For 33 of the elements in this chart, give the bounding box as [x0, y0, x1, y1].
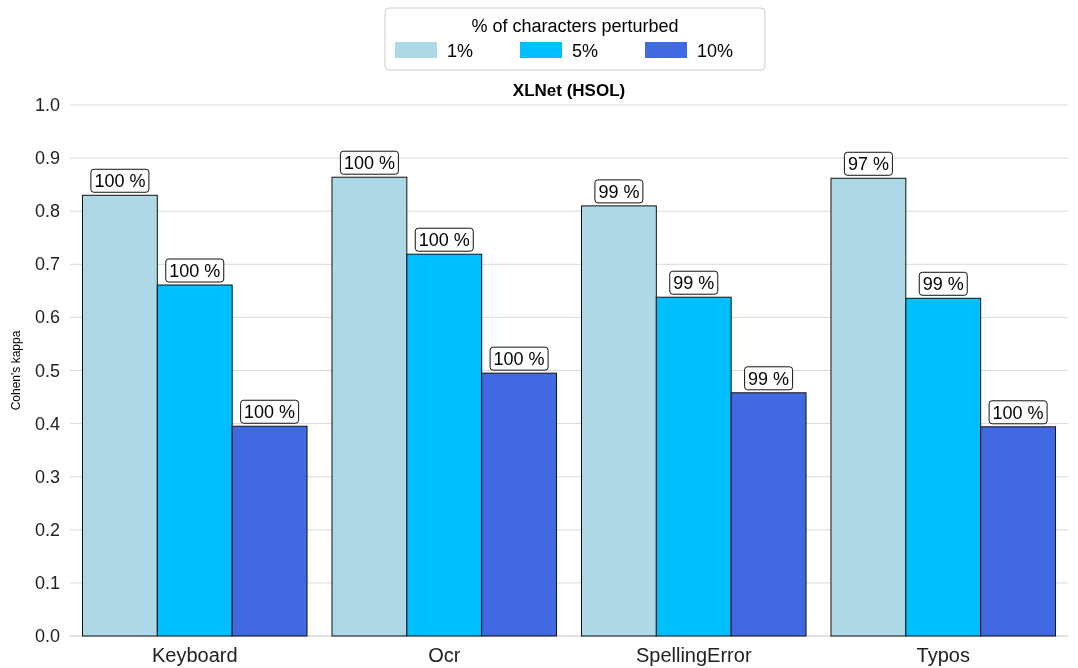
annotation: 100 %: [992, 402, 1044, 423]
annotation: 100 %: [493, 349, 545, 370]
y-tick-label: 0.1: [34, 572, 60, 593]
annotation: 99 %: [673, 273, 715, 294]
legend-title: % of characters perturbed: [471, 16, 679, 36]
legend-label: 5%: [572, 41, 599, 61]
annotation: 97 %: [847, 154, 889, 175]
x-tick-label: Keyboard: [151, 644, 238, 666]
annotation: 100 %: [418, 230, 470, 251]
annotation: 100 %: [94, 171, 146, 192]
annotation: 99 %: [922, 274, 964, 295]
x-tick-label: Ocr: [428, 644, 461, 666]
y-tick-label: 0.2: [34, 519, 60, 540]
chart-title: XLNet (HSOL): [512, 81, 626, 100]
y-tick-label: 0.9: [34, 148, 60, 169]
annotation: 99 %: [748, 368, 790, 389]
annotation: 99 %: [598, 181, 640, 202]
y-axis-title: Cohen's kappa: [9, 330, 23, 411]
y-tick-label: 0.5: [34, 360, 60, 381]
legend-label: 1%: [447, 41, 474, 61]
y-tick-label: 1.0: [34, 95, 60, 115]
y-tick-label: 0.0: [34, 626, 60, 646]
y-tick-label: 0.6: [34, 307, 60, 328]
x-tick-label: SpellingError: [635, 644, 752, 666]
annotation: 100 %: [244, 402, 296, 423]
annotation: 100 %: [343, 153, 395, 174]
legend-label: 10%: [697, 41, 734, 61]
y-tick-label: 0.7: [34, 254, 60, 275]
y-tick-label: 0.3: [34, 466, 60, 487]
y-tick-label: 0.4: [34, 413, 60, 434]
x-tick-label: Typos: [916, 644, 970, 666]
annotation: 100 %: [169, 261, 221, 282]
y-tick-label: 0.8: [34, 201, 60, 222]
